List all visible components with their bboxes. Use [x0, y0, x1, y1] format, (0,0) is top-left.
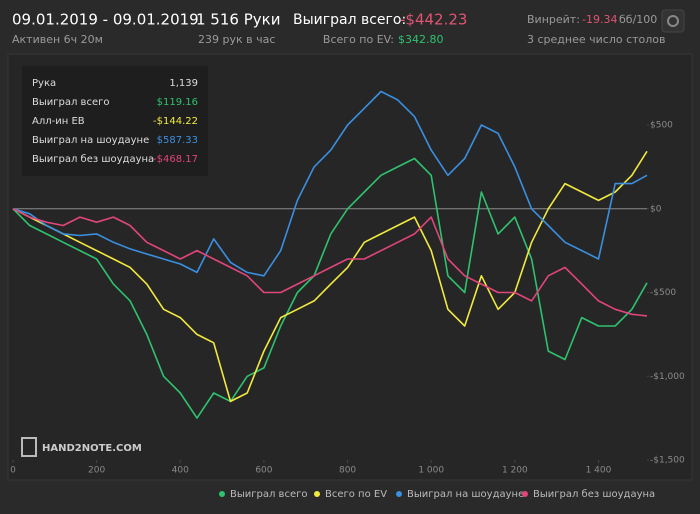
active-time: Активен 6ч 20м	[12, 33, 103, 46]
x-tick-label: 200	[88, 466, 105, 476]
legend-swatch	[396, 491, 402, 497]
legend-swatch	[219, 491, 225, 497]
tooltip-label: Алл-ин EB	[32, 116, 85, 127]
series-line	[12, 90, 648, 277]
tables: 3 среднее число столов	[527, 33, 666, 46]
legend-swatch	[522, 491, 528, 497]
legend-label: Выиграл всего	[230, 489, 307, 500]
logo: HAND2NOTE.COM	[21, 437, 142, 457]
tooltip-value: $587.33	[157, 135, 198, 146]
x-tick-label: 1 200	[502, 466, 528, 476]
hands: 1 516 Руки	[196, 11, 280, 29]
ev-label: Всего по EV:	[323, 33, 394, 46]
x-tick-label: 400	[172, 466, 189, 476]
tooltip-value: $119.16	[157, 97, 198, 108]
won-value: -$442.23	[400, 11, 467, 29]
x-tick-label: 0	[10, 466, 16, 476]
tooltip-value: 1,139	[169, 78, 198, 89]
x-tick-label: 1 000	[418, 466, 444, 476]
hands-per-hour: 239 рук в час	[198, 33, 275, 46]
y-tick-label: -$500	[650, 288, 676, 298]
tooltip-label: Выиграл всего	[32, 97, 109, 108]
tooltip-value: -$144.22	[153, 116, 198, 127]
y-tick-label: -$1,500	[650, 456, 685, 466]
tooltip-box	[22, 66, 208, 176]
series-line	[12, 208, 648, 317]
x-tick-label: 800	[339, 466, 356, 476]
legend-swatch	[314, 491, 320, 497]
x-tick-label: 1 400	[586, 466, 612, 476]
x-tick-label: 600	[255, 466, 272, 476]
settings-button[interactable]	[661, 9, 685, 33]
logo-text: HAND2NOTE.COM	[42, 443, 142, 454]
tooltip: Рука 1,139 Выиграл всего $119.16 Алл-ин EB -$…	[22, 66, 208, 176]
y-tick-label: $0	[650, 204, 662, 214]
date-range: 09.01.2019 - 09.01.2019	[12, 11, 199, 29]
tooltip-label: Выиграл без шоудауна	[32, 154, 154, 165]
legend-label: Выиграл на шоудауне	[407, 489, 524, 500]
legend-label: Всего по EV	[325, 489, 387, 500]
winrate-unit: бб/100	[619, 13, 657, 26]
y-tick-label: -$1,000	[650, 372, 685, 382]
won-label: Выиграл всего:	[293, 12, 406, 28]
y-tick-label: $500	[650, 121, 673, 131]
tooltip-value: -$468.17	[153, 154, 198, 165]
series-line	[12, 157, 648, 419]
tooltip-label: Рука	[32, 78, 56, 89]
legend-label: Выиграл без шоудауна	[533, 489, 655, 500]
winrate-label: Винрейт:	[527, 13, 580, 26]
ev-value: $342.80	[398, 33, 444, 46]
tooltip-label: Выиграл на шоудауне	[32, 135, 149, 146]
winrate-value: -19.34	[582, 13, 617, 26]
